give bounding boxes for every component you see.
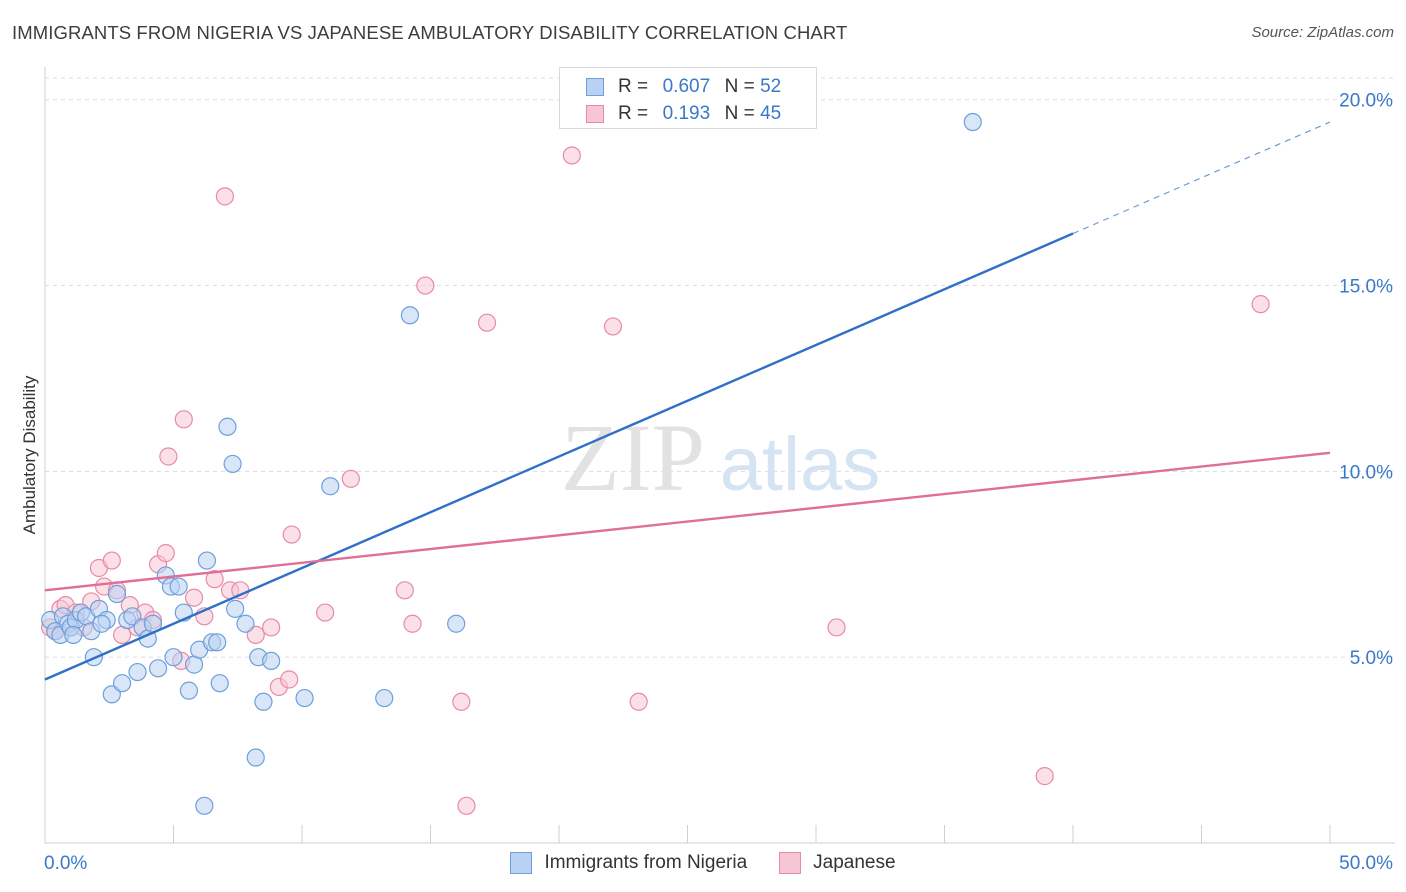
japanese-point — [156, 544, 175, 563]
nigeria-swatch — [586, 78, 604, 96]
nigeria-point — [128, 662, 147, 682]
nigeria-point — [102, 685, 121, 704]
japanese-swatch — [586, 105, 604, 123]
nigeria-point — [375, 688, 394, 708]
japanese-point — [246, 625, 265, 644]
y-tick-label: 10.0% — [1339, 462, 1393, 483]
y-axis-label: Ambulatory Disability — [20, 375, 39, 535]
nigeria-point — [107, 584, 127, 604]
japanese-point — [184, 588, 204, 607]
legend-item-nigeria: Immigrants from Nigeria — [510, 852, 747, 874]
stats-row-nigeria: R = 0.607 N = 52 — [586, 74, 781, 100]
x-tick-label: 50.0% — [1339, 853, 1393, 874]
nigeria-point — [218, 417, 237, 436]
nigeria-point — [226, 599, 245, 618]
nigeria-point — [92, 614, 111, 633]
watermark: ZIP atlas — [561, 404, 880, 511]
nigeria-point — [195, 796, 214, 815]
nigeria-point — [262, 651, 281, 670]
legend-label-nigeria: Immigrants from Nigeria — [544, 852, 748, 873]
legend-item-japanese: Japanese — [779, 852, 896, 874]
japanese-point — [452, 692, 471, 711]
series-nigeria-points — [41, 112, 982, 815]
r-label: R = — [618, 103, 649, 124]
nigeria-point — [208, 633, 227, 652]
nigeria-point — [64, 625, 83, 644]
n-value: 52 — [760, 76, 782, 97]
nigeria-point — [400, 306, 420, 325]
japanese-trend-line — [44, 451, 1331, 592]
japanese-point — [1035, 767, 1054, 786]
legend-label-japanese: Japanese — [813, 852, 896, 873]
n-label: N = — [724, 76, 755, 97]
x-tick-label: 0.0% — [44, 853, 87, 874]
japanese-point — [282, 525, 301, 544]
japanese-point — [262, 618, 281, 637]
japanese-point — [159, 447, 178, 466]
nigeria-point — [246, 748, 265, 767]
n-value: 45 — [760, 103, 782, 124]
nigeria-point — [169, 577, 188, 596]
japanese-point — [395, 581, 414, 600]
legend-swatch-japanese — [779, 852, 802, 874]
nigeria-point — [148, 659, 168, 678]
japanese-point — [316, 603, 335, 622]
tick-labels: 5.0% 10.0% 15.0% 20.0% 0.0% 50.0% — [44, 91, 1393, 874]
nigeria-point — [963, 112, 982, 132]
japanese-point — [205, 570, 224, 589]
nigeria-point — [179, 681, 199, 700]
watermark-atlas: atlas — [720, 422, 881, 507]
nigeria-point — [447, 614, 466, 633]
r-value: 0.607 — [662, 76, 711, 97]
trend-lines — [44, 121, 1331, 681]
nigeria-point — [236, 614, 255, 633]
stats-row-japanese: R = 0.193 N = 45 — [586, 101, 781, 127]
japanese-point — [102, 551, 121, 570]
japanese-point — [629, 692, 648, 711]
nigeria-point — [123, 607, 142, 626]
japanese-point — [416, 276, 435, 295]
japanese-point — [1251, 295, 1270, 314]
chart-title: IMMIGRANTS FROM NIGERIA VS JAPANESE AMBU… — [12, 22, 848, 43]
japanese-point — [341, 469, 360, 488]
axes — [44, 67, 1395, 844]
series-legend: Immigrants from Nigeria Japanese — [0, 852, 1406, 874]
japanese-point — [457, 796, 476, 815]
gridlines — [45, 77, 1395, 658]
y-tick-label: 5.0% — [1350, 648, 1393, 669]
nigeria-trend-extension — [1072, 121, 1331, 235]
source-credit: Source: ZipAtlas.com — [1251, 24, 1394, 41]
nigeria-point — [223, 454, 242, 474]
nigeria-point — [321, 477, 340, 496]
nigeria-point — [112, 674, 132, 693]
watermark-zip: ZIP — [561, 404, 705, 511]
japanese-point — [174, 410, 193, 429]
japanese-point — [477, 313, 497, 332]
nigeria-point — [210, 674, 229, 693]
japanese-point — [215, 187, 234, 206]
r-value: 0.193 — [662, 103, 711, 124]
japanese-point — [603, 317, 623, 336]
nigeria-point — [254, 692, 273, 711]
nigeria-trend-line — [44, 232, 1074, 681]
japanese-point — [280, 670, 299, 689]
y-tick-label: 15.0% — [1339, 277, 1393, 298]
nigeria-point — [164, 648, 183, 667]
stats-legend: R = 0.607 N = 52 R = 0.193 N = 45 — [559, 67, 817, 129]
r-label: R = — [618, 76, 649, 97]
japanese-point — [403, 614, 422, 633]
nigeria-point — [295, 688, 314, 708]
y-tick-label: 20.0% — [1339, 91, 1393, 112]
n-label: N = — [724, 103, 755, 124]
legend-swatch-nigeria — [510, 852, 533, 874]
japanese-point — [562, 146, 581, 165]
nigeria-point — [197, 551, 217, 570]
japanese-point — [827, 618, 846, 637]
